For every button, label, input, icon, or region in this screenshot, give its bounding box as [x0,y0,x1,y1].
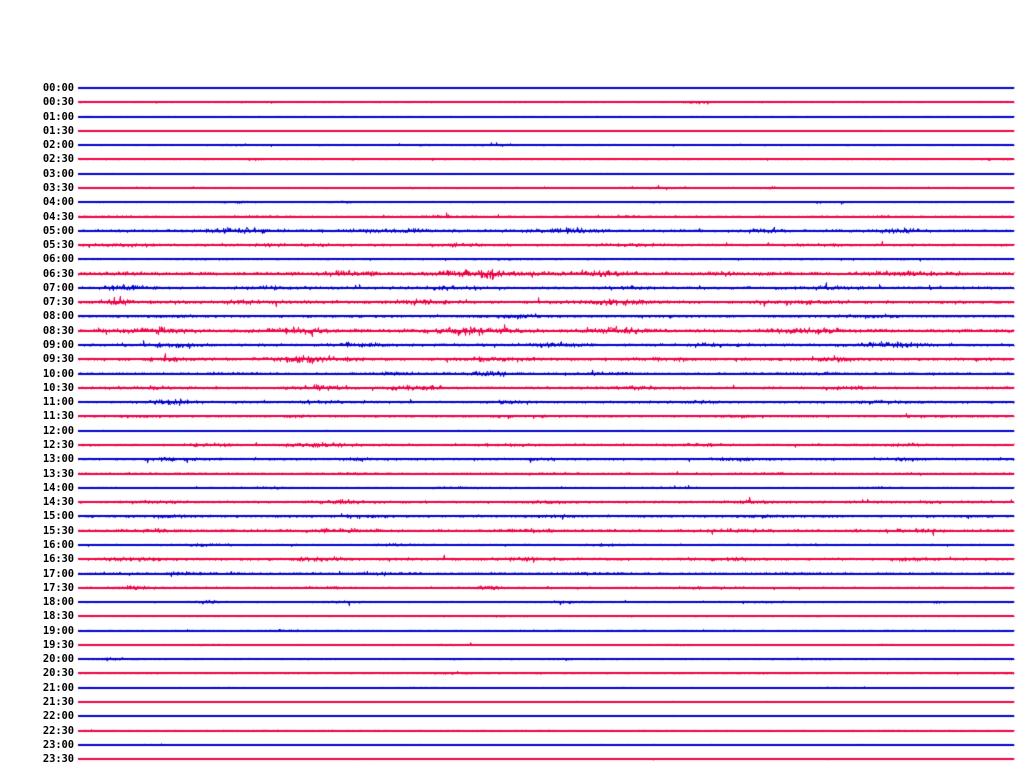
time-tick-label: 08:30 [42,324,74,337]
time-tick-label: 02:00 [42,139,74,152]
time-tick-label: 22:00 [42,710,74,723]
time-tick-label: 10:30 [42,381,74,394]
time-tick-label: 11:00 [42,396,74,409]
time-tick-label: 19:30 [42,638,74,651]
time-tick-label: 16:00 [42,538,74,551]
time-tick-label: 09:30 [42,353,74,366]
time-tick-label: 17:30 [42,581,74,594]
time-tick-label: 01:00 [42,110,74,123]
time-tick-label: 13:00 [42,453,74,466]
time-tick-label: 04:00 [42,196,74,209]
time-tick-label: 00:30 [42,96,74,109]
time-tick-label: 21:00 [42,681,74,694]
time-tick-label: 09:00 [42,339,74,352]
time-tick-label: 22:30 [42,724,74,737]
time-tick-label: 01:30 [42,124,74,137]
time-tick-label: 10:00 [42,367,74,380]
time-tick-label: 20:00 [42,653,74,666]
time-tick-label: 12:00 [42,424,74,437]
time-tick-label: 13:30 [42,467,74,480]
time-tick-label: 07:30 [42,296,74,309]
time-tick-label: 08:00 [42,310,74,323]
time-tick-label: 23:30 [42,753,74,766]
time-tick-label: 11:30 [42,410,74,423]
time-tick-label: 15:00 [42,510,74,523]
time-tick-label: 05:00 [42,224,74,237]
time-tick-label: 07:00 [42,281,74,294]
time-tick-label: 06:00 [42,253,74,266]
time-tick-label: 06:30 [42,267,74,280]
time-tick-label: 17:00 [42,567,74,580]
time-tick-label: 20:30 [42,667,74,680]
time-tick-label: 14:00 [42,481,74,494]
time-tick-label: 21:30 [42,696,74,709]
time-tick-label: 15:30 [42,524,74,537]
time-tick-label: 23:00 [42,738,74,751]
time-tick-label: 16:30 [42,553,74,566]
time-tick-label: 18:00 [42,596,74,609]
time-tick-label: 03:00 [42,167,74,180]
time-tick-label: 05:30 [42,239,74,252]
time-axis: 00:00 00:30 01:00 01:30 02:00 02:30 03:00 03:30… [22,0,74,780]
time-tick-label: 14:30 [42,496,74,509]
time-tick-label: 19:00 [42,624,74,637]
time-tick-label: 04:30 [42,210,74,223]
time-tick-label: 12:30 [42,439,74,451]
time-tick-label: 18:30 [42,610,74,623]
time-tick-label: 03:30 [42,181,74,194]
time-tick-label: 02:30 [42,153,74,166]
time-tick-label: 00:00 [42,82,74,94]
